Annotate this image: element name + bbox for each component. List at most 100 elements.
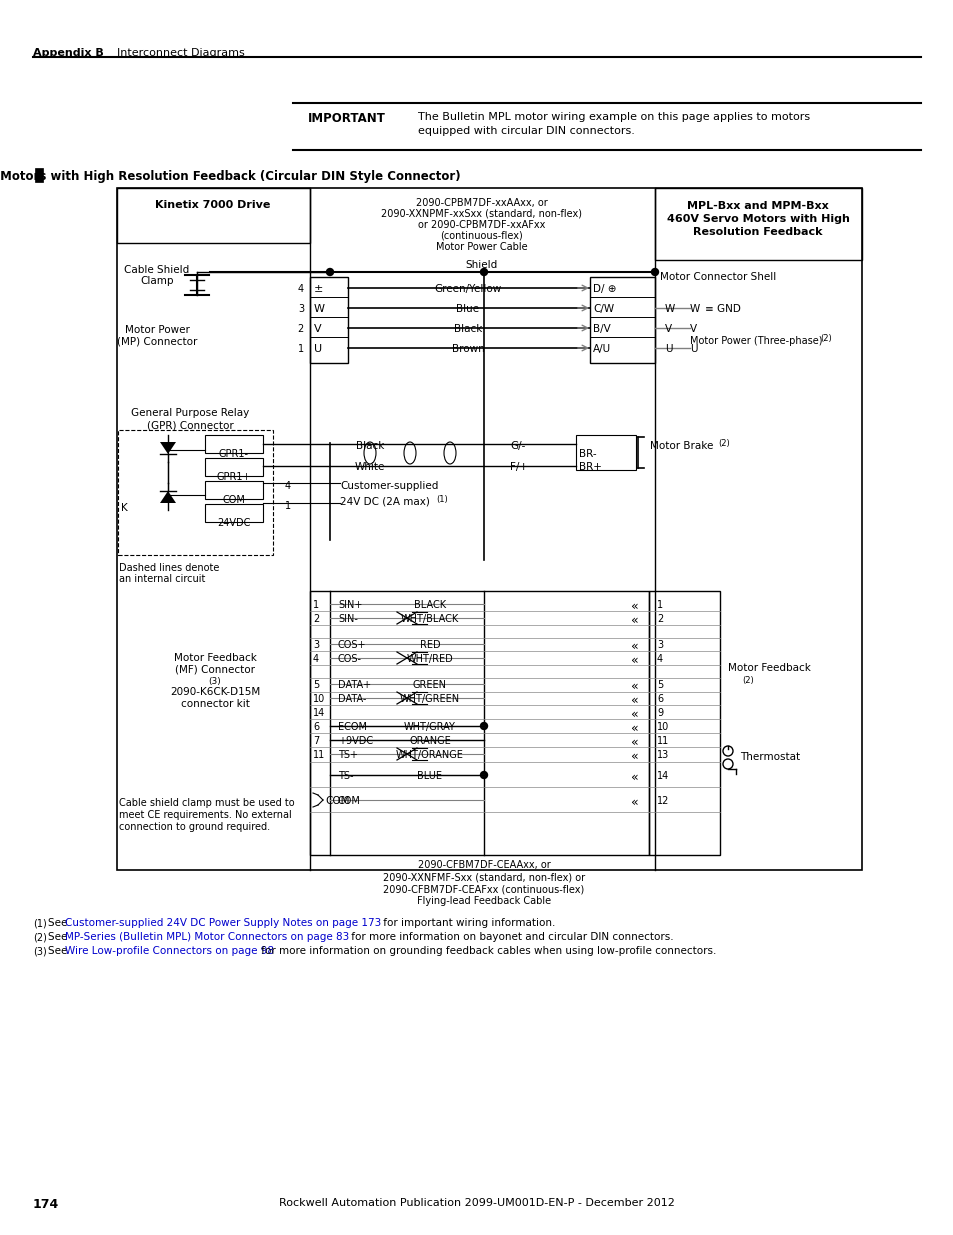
Text: (1): (1) xyxy=(33,918,47,927)
Text: «: « xyxy=(630,614,638,627)
Bar xyxy=(648,592,720,855)
Bar xyxy=(35,168,43,182)
Text: Rockwell Automation Publication 2099-UM001D-EN-P - December 2012: Rockwell Automation Publication 2099-UM0… xyxy=(279,1198,674,1208)
Text: 2090-CFBM7DF-CEAFxx (continuous-flex): 2090-CFBM7DF-CEAFxx (continuous-flex) xyxy=(383,884,584,894)
Text: 5: 5 xyxy=(313,680,319,690)
Text: Wire Low-profile Connectors on page 98: Wire Low-profile Connectors on page 98 xyxy=(65,946,274,956)
Text: Motor Feedback: Motor Feedback xyxy=(727,663,810,673)
Text: connection to ground required.: connection to ground required. xyxy=(119,823,270,832)
Text: Brown: Brown xyxy=(451,345,484,354)
Text: 11: 11 xyxy=(657,736,669,746)
Text: Black: Black xyxy=(355,441,384,451)
Text: Customer-supplied 24V DC Power Supply Notes on page 173: Customer-supplied 24V DC Power Supply No… xyxy=(65,918,381,927)
Text: «: « xyxy=(630,640,638,653)
Circle shape xyxy=(326,268,334,275)
Text: 2: 2 xyxy=(313,614,319,624)
Ellipse shape xyxy=(443,442,456,464)
Text: Motor Connector Shell: Motor Connector Shell xyxy=(659,272,776,282)
Text: Kinetix 7000 Drive: Kinetix 7000 Drive xyxy=(155,200,271,210)
Text: WHT/GRAY: WHT/GRAY xyxy=(404,722,456,732)
Text: 3: 3 xyxy=(313,640,319,650)
Text: BR+: BR+ xyxy=(578,462,601,472)
Polygon shape xyxy=(160,492,175,503)
Text: IMPORTANT: IMPORTANT xyxy=(308,112,385,125)
Text: 2: 2 xyxy=(657,614,662,624)
Text: Motor Feedback: Motor Feedback xyxy=(173,653,256,663)
Text: «: « xyxy=(630,797,638,809)
Bar xyxy=(205,504,263,522)
Text: Motor Power: Motor Power xyxy=(125,325,190,335)
Text: 2090-XXNFMF-Sxx (standard, non-flex) or: 2090-XXNFMF-Sxx (standard, non-flex) or xyxy=(382,872,584,882)
Text: 4: 4 xyxy=(313,655,319,664)
Bar xyxy=(205,480,263,499)
Bar xyxy=(589,277,655,363)
Text: COS+: COS+ xyxy=(337,640,366,650)
Circle shape xyxy=(480,268,487,275)
Text: Flying-lead Feedback Cable: Flying-lead Feedback Cable xyxy=(416,897,551,906)
Bar xyxy=(576,435,636,471)
Text: «: « xyxy=(630,771,638,784)
Bar xyxy=(310,277,348,363)
Text: B/V: B/V xyxy=(593,324,610,333)
Text: W: W xyxy=(689,304,700,314)
Text: 2090-K6CK-D15M: 2090-K6CK-D15M xyxy=(170,687,260,697)
Text: U: U xyxy=(664,345,672,354)
Text: W: W xyxy=(664,304,675,314)
Text: ORANGE: ORANGE xyxy=(409,736,451,746)
Text: U: U xyxy=(314,345,322,354)
Text: 2: 2 xyxy=(297,324,304,333)
Text: Figure 83 - Motors with High Resolution Feedback (Circular DIN Style Connector): Figure 83 - Motors with High Resolution … xyxy=(0,170,460,183)
Circle shape xyxy=(480,722,487,730)
Text: COS-: COS- xyxy=(337,655,361,664)
Text: 4: 4 xyxy=(297,284,304,294)
Text: (continuous-flex): (continuous-flex) xyxy=(440,231,523,241)
Text: Black: Black xyxy=(454,324,481,333)
Ellipse shape xyxy=(403,442,416,464)
Text: (2): (2) xyxy=(33,932,47,942)
Text: 11: 11 xyxy=(313,750,325,760)
Text: 6: 6 xyxy=(657,694,662,704)
Text: 2090-CPBM7DF-xxAAxx, or: 2090-CPBM7DF-xxAAxx, or xyxy=(416,198,547,207)
Text: 3: 3 xyxy=(657,640,662,650)
Text: BR-: BR- xyxy=(578,450,596,459)
Text: connector kit: connector kit xyxy=(180,699,249,709)
Bar xyxy=(205,458,263,475)
Text: «: « xyxy=(630,750,638,763)
Text: equipped with circular DIN connectors.: equipped with circular DIN connectors. xyxy=(417,126,634,136)
Text: (2): (2) xyxy=(820,333,831,343)
Text: (2): (2) xyxy=(718,438,729,448)
Text: C/W: C/W xyxy=(593,304,614,314)
Text: Motor Power Cable: Motor Power Cable xyxy=(436,242,527,252)
Bar xyxy=(117,188,862,869)
Text: (GPR) Connector: (GPR) Connector xyxy=(147,420,233,430)
Text: 10: 10 xyxy=(313,694,325,704)
Text: 9: 9 xyxy=(657,708,662,718)
Text: (2): (2) xyxy=(741,676,753,685)
Text: Thermostat: Thermostat xyxy=(740,752,800,762)
Text: (MP) Connector: (MP) Connector xyxy=(116,336,197,346)
Text: 2090-XXNPMF-xxSxx (standard, non-flex): 2090-XXNPMF-xxSxx (standard, non-flex) xyxy=(381,209,582,219)
Text: (1): (1) xyxy=(436,495,447,504)
Text: Resolution Feedback: Resolution Feedback xyxy=(693,227,821,237)
Text: WHT/RED: WHT/RED xyxy=(406,655,453,664)
Text: for important wiring information.: for important wiring information. xyxy=(379,918,555,927)
Text: +9VDC: +9VDC xyxy=(337,736,373,746)
Text: RED: RED xyxy=(419,640,440,650)
Text: 6: 6 xyxy=(313,722,319,732)
Text: «: « xyxy=(630,655,638,667)
Text: MPL-Bxx and MPM-Bxx: MPL-Bxx and MPM-Bxx xyxy=(686,201,828,211)
Text: 5: 5 xyxy=(657,680,662,690)
Text: DATA-: DATA- xyxy=(337,694,366,704)
Text: 7: 7 xyxy=(313,736,319,746)
Text: «: « xyxy=(630,708,638,721)
Polygon shape xyxy=(160,442,175,454)
Text: TS-: TS- xyxy=(337,771,354,781)
Text: WHT/GREEN: WHT/GREEN xyxy=(399,694,459,704)
Circle shape xyxy=(651,268,658,275)
Text: Clamp: Clamp xyxy=(140,275,173,287)
Text: 2090-CFBM7DF-CEAAxx, or: 2090-CFBM7DF-CEAAxx, or xyxy=(417,860,550,869)
Text: «: « xyxy=(630,694,638,706)
Circle shape xyxy=(480,772,487,778)
Text: 24V DC (2A max): 24V DC (2A max) xyxy=(339,496,430,508)
Bar xyxy=(205,435,263,453)
